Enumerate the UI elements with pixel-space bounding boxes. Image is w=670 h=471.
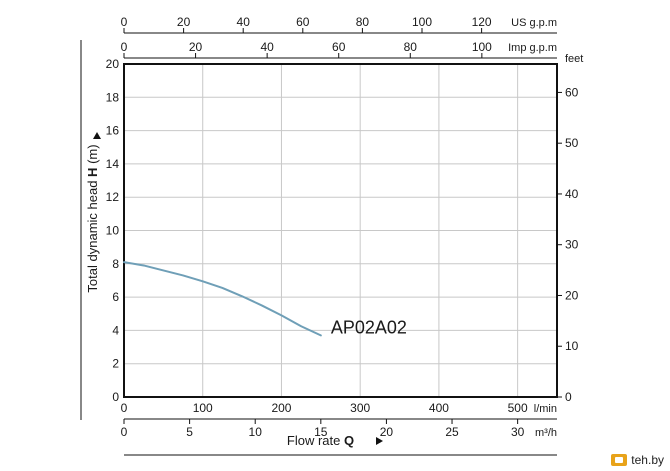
- y-tick-label-m: 14: [106, 157, 120, 171]
- x-tick-us-gpm-label: 40: [237, 15, 251, 29]
- bottom-axes: 0 100 200 300 400 500 l/min 0 5 10 15 20 25 30 m³/h: [121, 401, 557, 456]
- x-tick-m3h-label: 25: [445, 425, 459, 439]
- x-tick-m3h-label: 30: [511, 425, 525, 439]
- watermark: teh.by: [611, 453, 664, 467]
- x-tick-us-gpm-label: 80: [356, 15, 370, 29]
- series-layer: AP02A02: [123, 261, 407, 337]
- top-axes: 0 20 40 60 80 100 120 US g.p.m 0 20 40 60 80 100 Imp g…: [121, 15, 557, 59]
- x-tick-us-gpm-label: 60: [296, 15, 310, 29]
- x-axis-title: Flow rate Q: [287, 433, 354, 448]
- y-tick-label-m: 4: [112, 323, 119, 337]
- y-tick-label-ft: 60: [565, 85, 579, 99]
- x-tick-imp-gpm-label: 60: [332, 40, 346, 54]
- y-axis-title: Total dynamic head H (m): [85, 144, 100, 292]
- x-tick-us-gpm-label: 20: [177, 15, 191, 29]
- teh-logo-icon: [611, 454, 628, 466]
- x-tick-us-gpm-label: 100: [412, 15, 432, 29]
- x-tick-lpm-label: 0: [121, 401, 128, 415]
- x-tick-imp-gpm-label: 0: [121, 40, 128, 54]
- y-tick-label-ft: 20: [565, 288, 579, 302]
- y-unit-feet: feet: [565, 53, 583, 65]
- y-tick-label-m: 0: [112, 390, 119, 404]
- series-label: AP02A02: [331, 317, 407, 337]
- x-tick-m3h-label: 10: [249, 425, 263, 439]
- y-tick-label-m: 10: [106, 224, 120, 238]
- y-tick-label-ft: 10: [565, 339, 579, 353]
- x-tick-m3h-label: 20: [380, 425, 394, 439]
- y-tick-label-m: 20: [106, 57, 120, 71]
- x-tick-us-gpm-label: 0: [121, 15, 128, 29]
- x-tick-m3h-label: 15: [314, 425, 328, 439]
- plot-frame: [123, 63, 558, 398]
- y-tick-label-m: 18: [106, 90, 120, 104]
- y-axis-arrow-icon: [93, 132, 101, 139]
- x-unit-us-gpm: US g.p.m: [511, 17, 557, 29]
- x-unit-m3h: m³/h: [535, 427, 557, 439]
- x-tick-m3h-label: 0: [121, 425, 128, 439]
- left-axis: 0 2 4 6 8 10 12 14 16 18 20: [80, 40, 120, 420]
- y-tick-label-m: 6: [112, 290, 119, 304]
- x-tick-m3h-label: 5: [186, 425, 193, 439]
- x-axis-arrow-icon: [376, 437, 383, 445]
- y-tick-label-ft: 50: [565, 136, 579, 150]
- y-tick-label-m: 8: [112, 257, 119, 271]
- y-tick-label-m: 12: [106, 190, 120, 204]
- x-tick-lpm-label: 500: [508, 401, 528, 415]
- x-tick-lpm-label: 100: [193, 401, 213, 415]
- x-tick-imp-gpm-label: 100: [472, 40, 492, 54]
- x-tick-lpm-label: 400: [429, 401, 449, 415]
- y-tick-label-m: 2: [112, 357, 119, 371]
- y-tick-label-ft: 0: [565, 390, 572, 404]
- x-unit-lpm: l/min: [534, 403, 557, 415]
- series-line-AP02A02: [123, 261, 322, 337]
- x-unit-imp-gpm: Imp g.p.m: [508, 42, 557, 54]
- y-tick-label-m: 16: [106, 124, 120, 138]
- x-tick-imp-gpm-label: 20: [189, 40, 203, 54]
- x-tick-imp-gpm-label: 80: [404, 40, 418, 54]
- y-tick-label-ft: 40: [565, 187, 579, 201]
- right-axis: 0 10 20 30 40 50 60 feet: [557, 53, 583, 404]
- x-tick-imp-gpm-label: 40: [260, 40, 274, 54]
- grid-lines: [123, 63, 557, 398]
- x-tick-lpm-label: 300: [350, 401, 370, 415]
- watermark-text: teh.by: [631, 453, 664, 467]
- x-tick-us-gpm-label: 120: [472, 15, 492, 29]
- x-tick-lpm-label: 200: [271, 401, 291, 415]
- y-tick-label-ft: 30: [565, 238, 579, 252]
